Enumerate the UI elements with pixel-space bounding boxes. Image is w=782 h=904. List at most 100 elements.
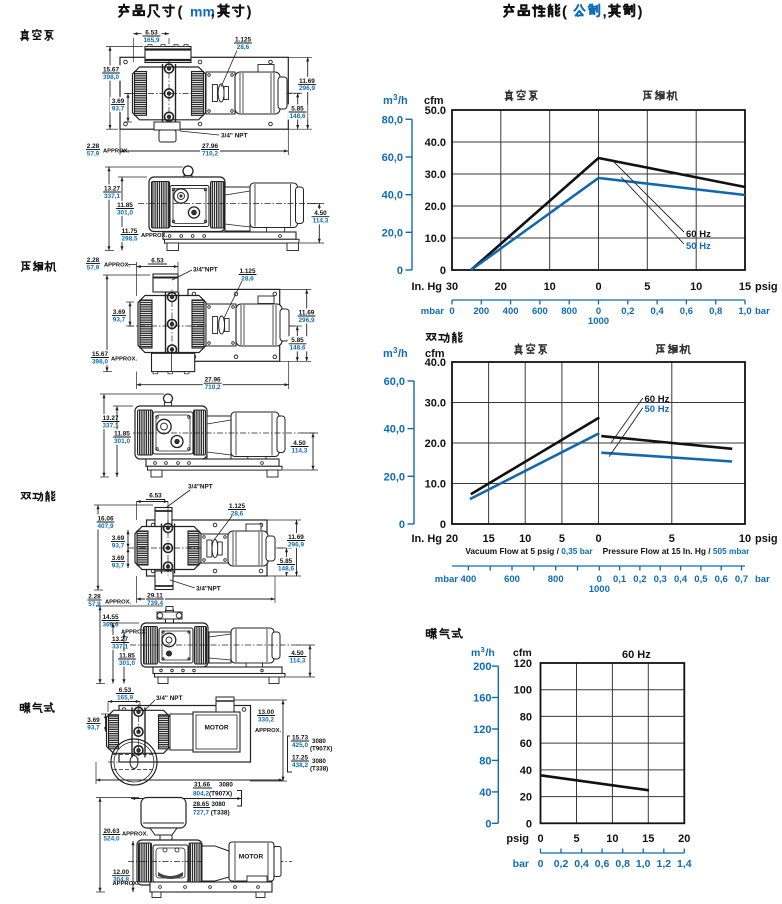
svg-text:11.85: 11.85 xyxy=(114,430,130,437)
svg-text:60 Hz: 60 Hz xyxy=(645,394,670,405)
svg-text:0: 0 xyxy=(595,281,601,293)
svg-text:10: 10 xyxy=(739,533,751,545)
svg-text:15.73: 15.73 xyxy=(292,734,308,741)
svg-text:3080: 3080 xyxy=(212,801,226,808)
svg-text:cfm: cfm xyxy=(424,95,444,107)
svg-text:0,8: 0,8 xyxy=(709,306,722,317)
svg-text:1,0: 1,0 xyxy=(636,858,651,870)
svg-text:11.75: 11.75 xyxy=(122,228,138,235)
svg-text:1.125: 1.125 xyxy=(229,503,245,510)
svg-text:0: 0 xyxy=(399,519,405,531)
svg-text:28.65: 28.65 xyxy=(193,801,209,808)
svg-text:20: 20 xyxy=(495,281,507,293)
svg-text:bar: bar xyxy=(755,574,770,585)
svg-text:28,6: 28,6 xyxy=(241,275,254,282)
svg-text:148,6: 148,6 xyxy=(290,345,306,352)
svg-text:400: 400 xyxy=(460,574,476,585)
svg-text:40: 40 xyxy=(520,765,532,777)
svg-text:40,0: 40,0 xyxy=(384,424,405,436)
svg-text:13.27: 13.27 xyxy=(104,185,120,192)
svg-text:3/4"NPT: 3/4"NPT xyxy=(196,586,221,593)
svg-text:298,5: 298,5 xyxy=(122,235,138,242)
svg-text:4.50: 4.50 xyxy=(314,210,327,217)
svg-text:1,4: 1,4 xyxy=(677,858,692,870)
svg-text:0,2: 0,2 xyxy=(554,858,569,870)
svg-text:93,7: 93,7 xyxy=(113,316,126,323)
svg-text:bar: bar xyxy=(513,858,529,870)
svg-text:710,2: 710,2 xyxy=(205,384,221,391)
svg-text:0: 0 xyxy=(596,306,601,317)
svg-text:304,8: 304,8 xyxy=(113,877,129,884)
svg-text:cfm: cfm xyxy=(513,647,532,659)
svg-text:30.0: 30.0 xyxy=(425,398,446,410)
svg-text:28,6: 28,6 xyxy=(231,510,244,517)
svg-text:93,7: 93,7 xyxy=(112,542,125,549)
svg-text:Vacuum Flow at 5 psig / 0,35 b: Vacuum Flow at 5 psig / 0,35 bar xyxy=(465,546,593,556)
svg-text:0: 0 xyxy=(526,818,532,830)
svg-text:120: 120 xyxy=(473,724,491,736)
svg-text:APPROX.: APPROX. xyxy=(122,832,148,838)
svg-text:0,7: 0,7 xyxy=(735,574,748,585)
svg-text:13.27: 13.27 xyxy=(103,415,119,422)
svg-text:0,5: 0,5 xyxy=(694,574,708,585)
svg-text:114,3: 114,3 xyxy=(290,657,306,664)
svg-text:6.53: 6.53 xyxy=(145,29,158,36)
svg-text:28,6: 28,6 xyxy=(237,44,250,51)
svg-text:11.69: 11.69 xyxy=(299,309,315,316)
svg-text:15: 15 xyxy=(739,281,751,293)
svg-text:/h: /h xyxy=(398,95,408,107)
svg-text:psig: psig xyxy=(755,281,778,293)
svg-text:mm: mm xyxy=(190,4,215,20)
svg-text:200: 200 xyxy=(473,661,491,673)
svg-text:337,1: 337,1 xyxy=(104,193,120,200)
svg-text:60 Hz: 60 Hz xyxy=(622,649,651,661)
svg-text:MOTOR: MOTOR xyxy=(239,854,264,861)
svg-text:369,6: 369,6 xyxy=(103,621,119,628)
svg-text:10: 10 xyxy=(544,281,556,293)
svg-text:50.0: 50.0 xyxy=(425,105,446,117)
svg-text:10.0: 10.0 xyxy=(425,233,446,245)
svg-text:60: 60 xyxy=(520,738,532,750)
svg-text:0,6: 0,6 xyxy=(595,858,610,870)
svg-text:0,6: 0,6 xyxy=(680,306,693,317)
svg-text:50 Hz: 50 Hz xyxy=(686,241,711,252)
svg-text:398,0: 398,0 xyxy=(92,358,108,365)
svg-text:20,0: 20,0 xyxy=(384,471,405,483)
svg-text:0,6: 0,6 xyxy=(715,574,728,585)
svg-text:cfm: cfm xyxy=(425,348,445,360)
svg-text:5: 5 xyxy=(669,533,675,545)
svg-text:psig: psig xyxy=(506,833,529,845)
svg-text:31.66: 31.66 xyxy=(194,782,210,789)
svg-text:3.69: 3.69 xyxy=(112,555,125,562)
svg-text:3080: 3080 xyxy=(312,758,326,765)
svg-text:APPROX.: APPROX. xyxy=(141,233,167,239)
svg-text:800: 800 xyxy=(548,574,564,585)
svg-text:710,2: 710,2 xyxy=(202,150,218,157)
svg-text:40: 40 xyxy=(479,787,491,799)
svg-text:330,2: 330,2 xyxy=(258,716,274,723)
svg-text:(: ( xyxy=(562,4,567,21)
svg-text:2.28: 2.28 xyxy=(87,143,100,150)
svg-text:): ) xyxy=(247,4,252,21)
svg-text:0,8: 0,8 xyxy=(615,858,630,870)
svg-text:93,7: 93,7 xyxy=(112,562,125,569)
svg-text:10.0: 10.0 xyxy=(425,479,446,491)
svg-text:3: 3 xyxy=(393,346,398,355)
svg-text:337,1: 337,1 xyxy=(112,643,128,650)
svg-text:80: 80 xyxy=(479,755,491,767)
svg-text:0: 0 xyxy=(538,858,544,870)
svg-text:20,0: 20,0 xyxy=(382,227,403,239)
svg-text:17.25: 17.25 xyxy=(292,754,308,761)
svg-text:0,4: 0,4 xyxy=(674,574,688,585)
svg-text:In. Hg: In. Hg xyxy=(411,281,442,293)
svg-text:/h: /h xyxy=(398,348,408,360)
svg-text:57,9: 57,9 xyxy=(87,264,100,271)
svg-text:3.69: 3.69 xyxy=(112,98,125,105)
svg-text:50 Hz: 50 Hz xyxy=(645,404,670,415)
svg-text:407,9: 407,9 xyxy=(98,523,114,530)
svg-text:296,9: 296,9 xyxy=(288,541,304,548)
svg-text:0: 0 xyxy=(397,265,403,277)
svg-text:5: 5 xyxy=(573,833,579,845)
svg-text:11.69: 11.69 xyxy=(299,78,315,85)
svg-text:3080: 3080 xyxy=(312,738,326,745)
